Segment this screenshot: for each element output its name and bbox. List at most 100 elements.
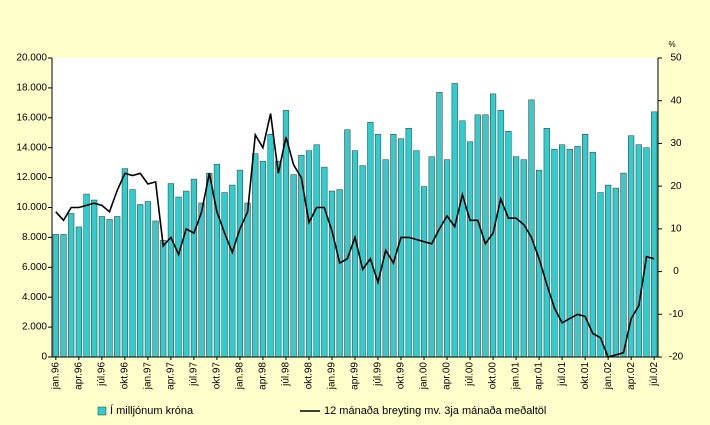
bar xyxy=(152,220,159,358)
bar xyxy=(397,138,405,358)
bar xyxy=(643,147,650,358)
y2-tick-label: -20 xyxy=(669,352,684,363)
y2-tick-label: 50 xyxy=(670,53,682,64)
y-tick-label: 18.000 xyxy=(16,83,47,94)
bar xyxy=(390,133,397,358)
x-tick-label: okt.00 xyxy=(488,362,499,390)
bar xyxy=(267,133,274,358)
bar xyxy=(597,192,604,358)
bar xyxy=(367,122,374,358)
bar xyxy=(344,129,351,358)
bar xyxy=(144,201,151,358)
y2-tick-label: 30 xyxy=(670,138,682,149)
bar xyxy=(405,128,412,358)
bar xyxy=(574,145,581,358)
x-tick-label: jan.01 xyxy=(511,362,522,391)
bar xyxy=(137,204,144,358)
x-tick-label: júl.97 xyxy=(189,362,200,387)
bar xyxy=(459,120,466,358)
bar xyxy=(198,202,205,358)
x-tick-label: júl.96 xyxy=(97,362,108,387)
y-tick-label: 20.000 xyxy=(16,53,47,64)
bar xyxy=(351,150,359,358)
x-tick-label: jan.00 xyxy=(419,362,430,391)
bar xyxy=(559,144,566,358)
x-tick-label: júl.01 xyxy=(557,362,568,387)
x-tick-label: júl.02 xyxy=(649,362,660,387)
bar xyxy=(497,110,504,358)
bar xyxy=(328,190,336,358)
bar xyxy=(620,172,627,358)
bar xyxy=(374,133,382,358)
bar xyxy=(52,234,59,358)
bar xyxy=(305,150,313,358)
x-tick-label: apr.96 xyxy=(73,362,84,390)
bar xyxy=(275,160,282,358)
bar xyxy=(221,192,228,358)
x-tick-label: apr.00 xyxy=(442,362,453,390)
bar xyxy=(651,111,658,358)
bar xyxy=(605,184,612,358)
bar xyxy=(244,202,251,358)
legend-label: 12 mánaða breyting mv. 3ja mánaða meðalt… xyxy=(324,405,546,417)
bar xyxy=(428,156,435,358)
bar xyxy=(566,148,573,358)
line xyxy=(55,113,655,358)
bar xyxy=(91,199,98,358)
bar xyxy=(551,148,558,358)
y2-tick-label: 0 xyxy=(673,266,679,277)
y-tick-label: 6.000 xyxy=(22,262,47,273)
x-tick-label: apr.99 xyxy=(350,362,361,390)
bar xyxy=(582,133,589,358)
bar xyxy=(229,184,236,358)
bar xyxy=(474,114,481,358)
y-tick-label: 12.000 xyxy=(16,172,47,183)
bar xyxy=(106,219,113,358)
bar xyxy=(321,166,328,358)
y2-tick-label: 20 xyxy=(670,181,682,192)
legend-label: Í milljónum króna xyxy=(110,404,194,417)
bar xyxy=(313,144,320,358)
bar xyxy=(528,99,535,358)
x-tick-label: jan.02 xyxy=(603,362,614,391)
bar xyxy=(60,234,67,358)
x-tick-label: okt.97 xyxy=(212,362,223,390)
bar xyxy=(183,190,190,358)
bar xyxy=(83,193,90,358)
x-tick-label: okt.98 xyxy=(304,362,315,390)
x-tick-label: jan.96 xyxy=(50,362,61,391)
bar xyxy=(68,213,75,358)
y-tick-label: 0 xyxy=(41,352,47,363)
bar xyxy=(160,240,167,358)
x-tick-label: okt.96 xyxy=(120,362,131,390)
bar xyxy=(259,160,267,358)
bar xyxy=(336,189,343,358)
bar xyxy=(290,174,297,358)
x-tick-label: apr.02 xyxy=(626,362,637,390)
bar xyxy=(520,159,527,358)
bar xyxy=(252,153,259,358)
x-tick-label: apr.98 xyxy=(258,362,269,390)
y-tick-label: 8.000 xyxy=(22,232,47,243)
bar xyxy=(213,163,221,358)
bar xyxy=(129,189,136,358)
bar xyxy=(635,144,642,358)
x-tick-label: júl.98 xyxy=(281,362,292,387)
y-tick-label: 10.000 xyxy=(16,202,47,213)
y2-tick-label: 40 xyxy=(670,95,682,106)
x-tick-label: apr.01 xyxy=(534,362,545,390)
bar xyxy=(420,186,428,358)
y2-tick-label: -10 xyxy=(669,309,684,320)
bar xyxy=(505,131,512,358)
x-tick-label: jan.97 xyxy=(143,362,154,391)
legend-swatch xyxy=(97,406,107,416)
bar xyxy=(236,169,244,358)
bar xyxy=(589,151,596,358)
x-tick-label: júl.99 xyxy=(373,362,384,387)
x-tick-label: júl.00 xyxy=(465,362,476,387)
bar xyxy=(175,196,182,358)
y-tick-label: 16.000 xyxy=(16,112,47,123)
x-tick-label: jan.98 xyxy=(235,362,246,391)
x-tick-label: okt.01 xyxy=(580,362,591,390)
